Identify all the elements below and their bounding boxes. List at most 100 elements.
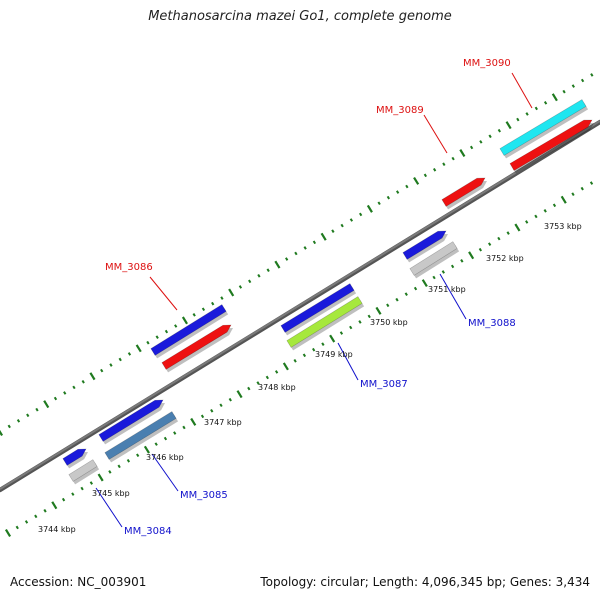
tick-mark bbox=[258, 275, 260, 278]
gene-label[interactable]: MM_3088 bbox=[468, 318, 516, 329]
tick-mark bbox=[469, 252, 473, 259]
tick-mark bbox=[515, 224, 519, 231]
tick-mark bbox=[545, 102, 547, 105]
tick-mark bbox=[544, 210, 546, 213]
tick-mark bbox=[137, 345, 141, 352]
tick-mark bbox=[387, 304, 389, 307]
tick-mark bbox=[137, 454, 139, 457]
tick-mark bbox=[8, 425, 10, 428]
tick-mark bbox=[480, 248, 482, 251]
gene-bar-mm3089-body bbox=[442, 178, 485, 206]
tick-label: 3746 kbp bbox=[146, 453, 184, 462]
tick-mark bbox=[425, 174, 427, 177]
tick-mark bbox=[119, 358, 121, 361]
tick-mark bbox=[240, 286, 242, 289]
tick-mark bbox=[166, 330, 168, 333]
tick-mark bbox=[286, 258, 288, 261]
tick-mark bbox=[183, 317, 187, 324]
tick-mark bbox=[55, 397, 57, 400]
gene-label[interactable]: MM_3084 bbox=[124, 526, 172, 537]
accession-text: Accession: NC_003901 bbox=[10, 575, 146, 589]
tick-mark bbox=[36, 408, 38, 411]
tick-mark bbox=[129, 353, 131, 356]
tick-mark bbox=[27, 414, 29, 417]
tick-mark bbox=[563, 90, 565, 93]
tick-label: 3752 kbp bbox=[486, 254, 524, 263]
inner-tick-track bbox=[6, 182, 592, 537]
tick-mark bbox=[99, 474, 103, 481]
tick-label: 3745 kbp bbox=[92, 489, 130, 498]
leader-line bbox=[512, 73, 532, 108]
tick-mark bbox=[517, 118, 519, 121]
tick-mark bbox=[90, 373, 94, 380]
tick-mark bbox=[582, 79, 584, 82]
tick-mark bbox=[535, 215, 537, 218]
tick-mark bbox=[109, 471, 111, 474]
tick-mark bbox=[452, 157, 454, 160]
tick-mark bbox=[376, 307, 380, 314]
tick-mark bbox=[314, 241, 316, 244]
gene-label[interactable]: MM_3090 bbox=[463, 58, 511, 69]
tick-mark bbox=[147, 341, 149, 344]
tick-mark bbox=[6, 530, 10, 537]
gene-label[interactable]: MM_3087 bbox=[360, 379, 408, 390]
tick-mark bbox=[471, 146, 473, 149]
tick-mark bbox=[203, 308, 205, 311]
tick-mark bbox=[156, 336, 158, 339]
leader-line bbox=[440, 274, 466, 319]
tick-mark bbox=[341, 224, 343, 227]
tick-mark bbox=[341, 332, 343, 335]
tick-mark bbox=[507, 122, 511, 129]
tick-mark bbox=[452, 265, 454, 268]
tick-mark bbox=[16, 526, 18, 529]
tick-mark bbox=[554, 204, 556, 207]
tick-mark bbox=[229, 289, 233, 296]
tick-mark bbox=[332, 230, 334, 233]
tick-mark bbox=[304, 247, 306, 250]
tick-mark bbox=[248, 387, 250, 390]
tick-mark bbox=[81, 487, 83, 490]
tick-mark bbox=[191, 419, 195, 426]
tick-mark bbox=[581, 187, 583, 190]
tick-mark bbox=[294, 360, 296, 363]
tick-mark bbox=[26, 521, 28, 524]
tick-mark bbox=[406, 185, 408, 188]
tick-mark bbox=[443, 271, 445, 274]
tick-mark bbox=[573, 85, 575, 88]
tick-mark bbox=[507, 232, 509, 235]
tick-mark bbox=[183, 426, 185, 429]
tick-mark bbox=[304, 354, 306, 357]
tick-mark bbox=[91, 482, 93, 485]
tick-mark bbox=[18, 420, 20, 423]
tick-mark bbox=[295, 252, 297, 255]
tick-label: 3749 kbp bbox=[315, 350, 353, 359]
tick-mark bbox=[572, 193, 574, 196]
tick-mark bbox=[221, 297, 223, 300]
gene-label[interactable]: MM_3085 bbox=[180, 490, 228, 501]
tick-mark bbox=[415, 287, 417, 290]
tick-mark bbox=[155, 443, 157, 446]
tick-mark bbox=[211, 410, 213, 413]
tick-mark bbox=[82, 381, 84, 384]
tick-mark bbox=[165, 437, 167, 440]
tick-mark bbox=[330, 335, 334, 342]
tick-mark bbox=[212, 302, 214, 305]
tick-mark bbox=[118, 465, 120, 468]
tick-mark bbox=[526, 221, 528, 224]
tick-label: 3747 kbp bbox=[204, 418, 242, 427]
tick-mark bbox=[397, 191, 399, 194]
tick-mark bbox=[359, 321, 361, 324]
tick-mark bbox=[276, 371, 278, 374]
tick-mark bbox=[489, 135, 491, 138]
tick-label: 3753 kbp bbox=[544, 222, 582, 231]
tick-mark bbox=[423, 280, 427, 287]
tick-label: 3748 kbp bbox=[258, 383, 296, 392]
tick-mark bbox=[405, 293, 407, 296]
tick-mark bbox=[378, 202, 380, 205]
tick-mark bbox=[44, 510, 46, 513]
gene-label[interactable]: MM_3089 bbox=[376, 105, 424, 116]
tick-mark bbox=[499, 129, 501, 132]
gene-label[interactable]: MM_3086 bbox=[105, 262, 153, 273]
tick-mark bbox=[64, 392, 66, 395]
tick-mark bbox=[275, 261, 279, 268]
